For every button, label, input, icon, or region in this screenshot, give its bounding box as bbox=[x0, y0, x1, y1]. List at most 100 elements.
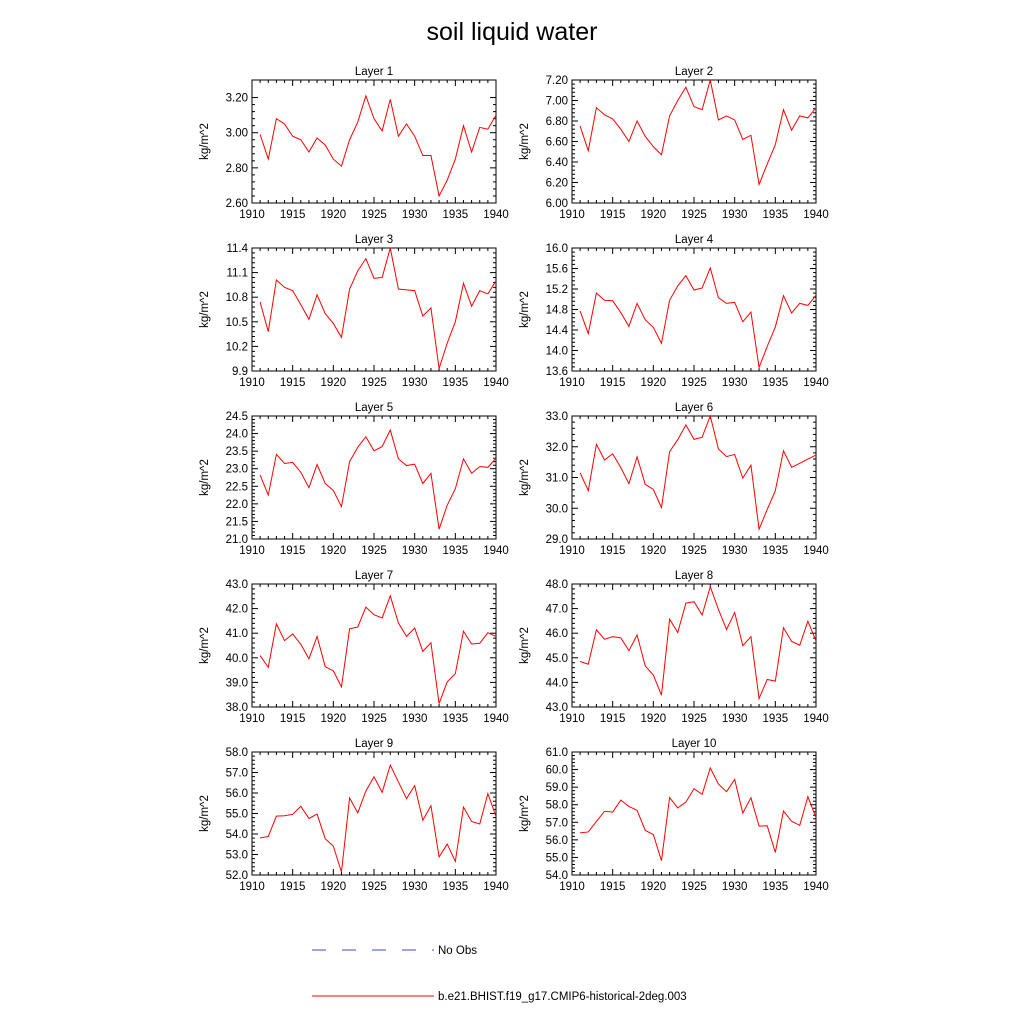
panel-title: Layer 10 bbox=[672, 738, 717, 750]
x-tick-label: 1910 bbox=[239, 881, 265, 893]
y-tick-label: 10.8 bbox=[226, 292, 248, 304]
y-axis-label: kg/m^2 bbox=[199, 123, 211, 160]
y-tick-label: 15.2 bbox=[546, 284, 568, 296]
y-tick-label: 22.0 bbox=[226, 499, 248, 511]
y-tick-label: 11.4 bbox=[226, 243, 248, 255]
series-line bbox=[579, 414, 817, 532]
x-tick-label: 1915 bbox=[280, 377, 306, 389]
plot-frame bbox=[571, 751, 817, 876]
x-tick-label: 1910 bbox=[559, 377, 585, 389]
x-tick-label: 1930 bbox=[722, 545, 748, 557]
panel-layer-3: Layer 3 kg/m^2 1910 1915 1920 1925 1930 1935 194… bbox=[199, 234, 509, 389]
y-tick-label: 10.5 bbox=[226, 317, 248, 329]
x-tick-label: 1910 bbox=[559, 545, 585, 557]
x-tick-label: 1940 bbox=[803, 377, 829, 389]
y-tick-label: 13.6 bbox=[546, 366, 568, 378]
legend: No Obs b.e21.BHIST.f19_g17.CMIP6-histori… bbox=[312, 945, 687, 1003]
y-tick-label: 29.0 bbox=[546, 534, 568, 546]
x-tick-label: 1930 bbox=[722, 713, 748, 725]
x-tick-label: 1940 bbox=[483, 881, 509, 893]
y-tick-label: 54.0 bbox=[226, 829, 248, 841]
series-line bbox=[580, 766, 817, 861]
y-tick-label: 23.0 bbox=[226, 464, 248, 476]
panel-title: Layer 4 bbox=[675, 234, 714, 246]
y-tick-label: 58.0 bbox=[546, 800, 568, 812]
x-tick-label: 1930 bbox=[402, 713, 428, 725]
legend-label-model: b.e21.BHIST.f19_g17.CMIP6-historical-2de… bbox=[438, 991, 687, 1003]
x-tick-label: 1915 bbox=[280, 209, 306, 221]
x-tick-label: 1935 bbox=[763, 377, 789, 389]
panel-layer-2: Layer 2 kg/m^2 1910 1915 1920 1925 1930 1935 194… bbox=[519, 66, 829, 221]
y-tick-label: 57.0 bbox=[226, 768, 248, 780]
x-tick-label: 1910 bbox=[559, 209, 585, 221]
y-tick-label: 6.20 bbox=[546, 178, 568, 190]
series-line bbox=[259, 247, 497, 369]
x-tick-label: 1920 bbox=[641, 545, 667, 557]
y-axis-label: kg/m^2 bbox=[199, 795, 211, 832]
panel-title: Layer 9 bbox=[355, 738, 393, 750]
y-tick-label: 14.4 bbox=[546, 325, 569, 337]
x-tick-label: 1930 bbox=[402, 209, 428, 221]
y-tick-label: 40.0 bbox=[226, 653, 248, 665]
x-tick-label: 1935 bbox=[763, 881, 789, 893]
x-tick-label: 1925 bbox=[361, 209, 387, 221]
y-axis-label: kg/m^2 bbox=[519, 123, 531, 160]
y-tick-label: 59.0 bbox=[546, 782, 568, 794]
series-line bbox=[579, 585, 817, 701]
x-tick-label: 1915 bbox=[280, 713, 306, 725]
x-tick-label: 1940 bbox=[483, 377, 509, 389]
x-tick-label: 1910 bbox=[559, 713, 585, 725]
plot-frame bbox=[251, 247, 497, 372]
y-tick-label: 32.0 bbox=[546, 442, 568, 454]
plot-frame bbox=[251, 415, 497, 540]
y-tick-label: 3.00 bbox=[226, 128, 248, 140]
x-tick-label: 1910 bbox=[559, 881, 585, 893]
x-tick-label: 1920 bbox=[321, 881, 347, 893]
x-tick-label: 1935 bbox=[763, 209, 789, 221]
x-tick-label: 1925 bbox=[361, 545, 387, 557]
x-tick-label: 1925 bbox=[681, 881, 707, 893]
x-tick-label: 1930 bbox=[402, 377, 428, 389]
x-tick-label: 1930 bbox=[722, 209, 748, 221]
x-tick-label: 1915 bbox=[280, 545, 306, 557]
y-tick-label: 22.5 bbox=[226, 481, 248, 493]
y-tick-label: 56.0 bbox=[546, 835, 568, 847]
series-line bbox=[259, 94, 497, 198]
series-line bbox=[259, 428, 497, 530]
x-tick-label: 1935 bbox=[443, 377, 469, 389]
y-tick-label: 43.0 bbox=[226, 579, 248, 591]
x-tick-label: 1915 bbox=[600, 713, 626, 725]
series-line bbox=[259, 594, 497, 704]
y-tick-label: 55.0 bbox=[226, 809, 248, 821]
y-tick-label: 6.80 bbox=[546, 116, 568, 128]
y-axis-label: kg/m^2 bbox=[199, 459, 211, 496]
y-tick-label: 7.00 bbox=[546, 96, 568, 108]
x-tick-label: 1930 bbox=[722, 881, 748, 893]
y-tick-label: 56.0 bbox=[226, 788, 248, 800]
x-tick-label: 1935 bbox=[763, 713, 789, 725]
x-tick-label: 1910 bbox=[239, 545, 265, 557]
panel-layer-7: Layer 7 kg/m^2 1910 1915 1920 1925 1930 1935 194… bbox=[199, 570, 509, 725]
x-tick-label: 1915 bbox=[600, 209, 626, 221]
plot-frame bbox=[251, 751, 497, 876]
panel-grid: Layer 1 kg/m^2 1910 1915 1920 1925 1930 1935 194… bbox=[199, 66, 829, 893]
y-tick-label: 60.0 bbox=[546, 765, 568, 777]
y-tick-label: 47.0 bbox=[546, 604, 568, 616]
x-tick-label: 1925 bbox=[681, 713, 707, 725]
y-tick-label: 58.0 bbox=[226, 747, 248, 759]
x-tick-label: 1935 bbox=[443, 209, 469, 221]
figure-title: soil liquid water bbox=[427, 18, 598, 46]
y-tick-label: 42.0 bbox=[226, 604, 248, 616]
plot-frame bbox=[251, 583, 497, 708]
x-tick-label: 1920 bbox=[321, 377, 347, 389]
panel-title: Layer 6 bbox=[675, 402, 713, 414]
y-axis-label: kg/m^2 bbox=[199, 291, 211, 328]
y-tick-label: 2.60 bbox=[226, 198, 248, 210]
x-tick-label: 1910 bbox=[239, 713, 265, 725]
panel-layer-8: Layer 8 kg/m^2 1910 1915 1920 1925 1930 1935 194… bbox=[519, 570, 829, 725]
x-tick-label: 1940 bbox=[483, 209, 509, 221]
x-tick-label: 1940 bbox=[803, 545, 829, 557]
x-tick-label: 1920 bbox=[321, 713, 347, 725]
panel-title: Layer 7 bbox=[355, 570, 393, 582]
x-tick-label: 1920 bbox=[641, 377, 667, 389]
